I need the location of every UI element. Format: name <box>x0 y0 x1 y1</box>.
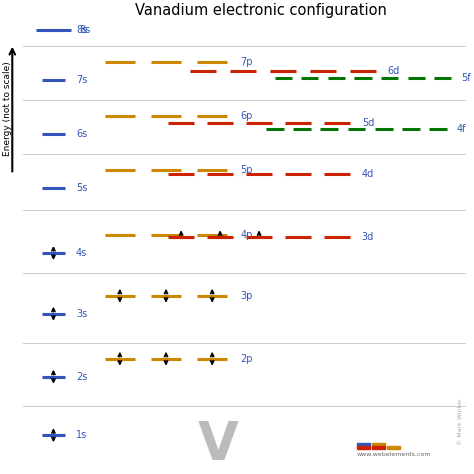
Text: Energy (not to scale): Energy (not to scale) <box>2 62 11 156</box>
Text: 4s: 4s <box>76 248 87 258</box>
Text: 6p: 6p <box>240 111 253 121</box>
Text: 8s: 8s <box>76 26 87 36</box>
Text: © Mark Winter: © Mark Winter <box>457 398 463 445</box>
Text: 2p: 2p <box>240 354 253 364</box>
Text: 4d: 4d <box>362 169 374 179</box>
Bar <box>356 443 370 446</box>
Text: 3d: 3d <box>362 232 374 242</box>
Text: 5d: 5d <box>362 118 374 128</box>
Bar <box>387 446 401 449</box>
Text: V: V <box>198 419 238 471</box>
Bar <box>372 446 385 449</box>
Text: 8s: 8s <box>80 26 91 36</box>
Text: www.webelements.com: www.webelements.com <box>356 452 431 457</box>
Text: 1s: 1s <box>76 430 87 440</box>
Text: 6s: 6s <box>76 129 87 139</box>
Bar <box>372 443 385 446</box>
Text: Vanadium electronic configuration: Vanadium electronic configuration <box>136 3 387 18</box>
Text: 5p: 5p <box>240 165 253 175</box>
Text: 7p: 7p <box>240 57 253 67</box>
Text: 5f: 5f <box>461 73 471 82</box>
Text: 6d: 6d <box>388 66 400 76</box>
Text: 5s: 5s <box>76 183 87 193</box>
Bar <box>356 446 370 449</box>
Text: 4f: 4f <box>457 124 466 134</box>
Text: 4p: 4p <box>240 230 253 240</box>
Text: 3p: 3p <box>240 291 253 301</box>
Text: 3s: 3s <box>76 309 87 319</box>
Text: 2s: 2s <box>76 372 87 382</box>
Text: 7s: 7s <box>76 75 87 85</box>
